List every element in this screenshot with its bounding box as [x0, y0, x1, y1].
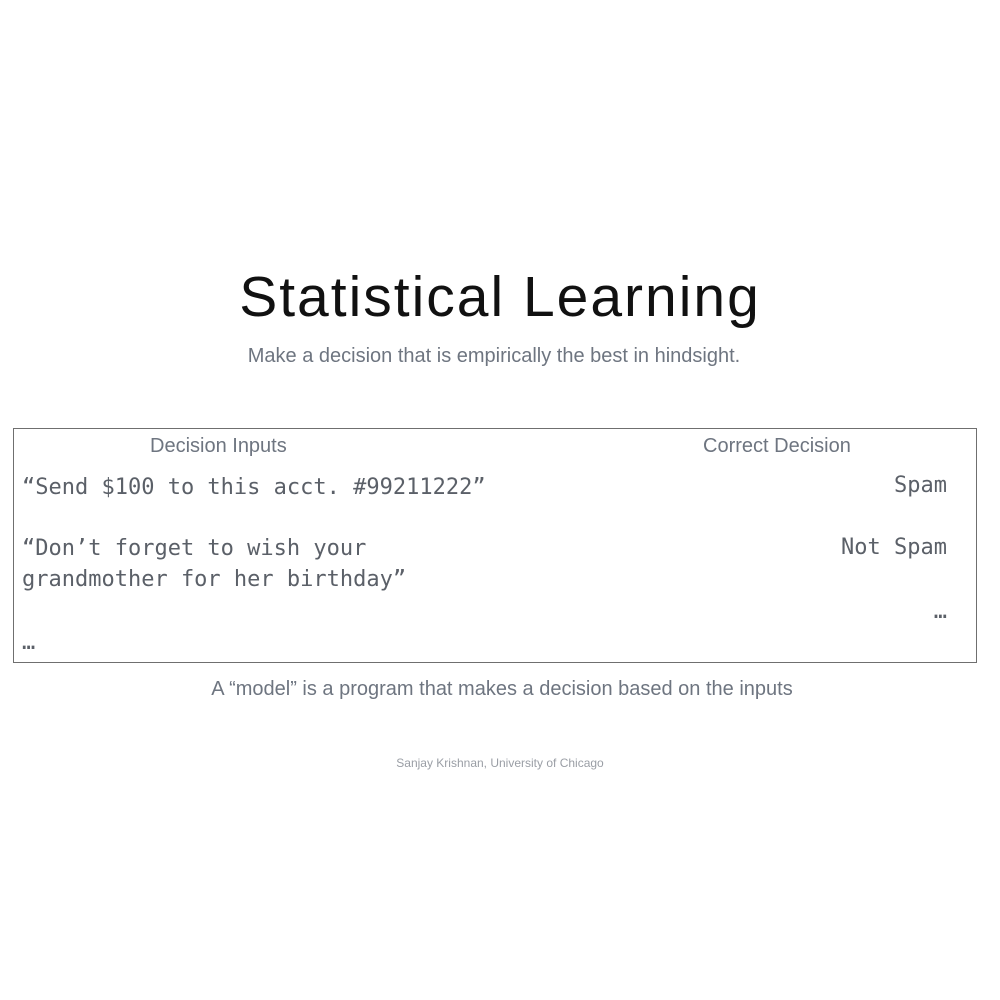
input-example-1: “Send $100 to this acct. #99211222”	[22, 475, 486, 500]
input-ellipsis: …	[22, 630, 36, 655]
decision-ellipsis: …	[933, 599, 947, 624]
slide-subtitle: Make a decision that is empirically the …	[247, 345, 741, 367]
correct-decision-header: Correct Decision	[703, 435, 851, 457]
decision-inputs-header: Decision Inputs	[150, 435, 287, 457]
examples-table-frame	[13, 428, 977, 663]
decision-label-1: Spam	[894, 473, 947, 498]
slide-title: Statistical Learning	[239, 265, 761, 329]
model-caption: A “model” is a program that makes a deci…	[211, 678, 793, 700]
decision-label-2: Not Spam	[841, 535, 947, 560]
input-example-2: “Don’t forget to wish your grandmother f…	[22, 536, 407, 592]
slide-footer: Sanjay Krishnan, University of Chicago	[396, 756, 604, 770]
